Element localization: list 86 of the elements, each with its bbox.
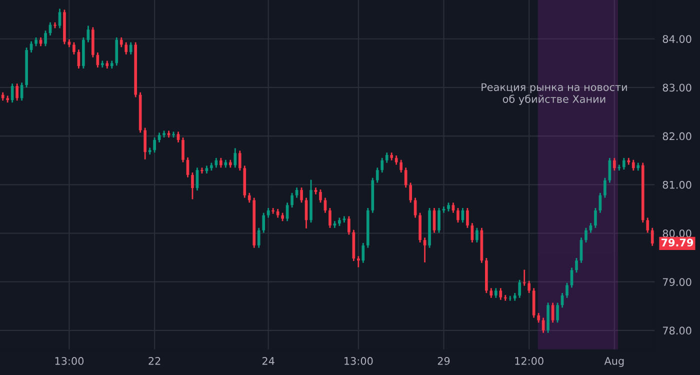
candlestick: [272, 207, 274, 215]
candlestick: [494, 287, 498, 299]
candlestick: [248, 192, 251, 204]
candlestick: [328, 207, 332, 229]
candlestick: [234, 148, 237, 168]
candlestick: [72, 42, 76, 56]
candlestick: [115, 36, 118, 66]
candlestick: [16, 82, 18, 102]
candlestick: [362, 242, 365, 264]
candlestick: [120, 36, 123, 48]
candlestick: [423, 236, 426, 264]
candlestick: [86, 25, 90, 43]
candlestick: [409, 182, 412, 204]
annotation: Реакция рынка на новости об убийстве Хании: [482, 83, 627, 105]
candlestick: [438, 207, 440, 234]
candlestick: [499, 287, 502, 301]
candlestick: [604, 177, 606, 198]
x-tick-label: Aug: [604, 357, 624, 367]
candlestick: [182, 136, 184, 163]
candlestick: [650, 227, 654, 247]
y-tick-label: 80.00: [662, 229, 692, 238]
candlestick: [44, 30, 47, 47]
candlestick: [556, 302, 559, 324]
candlestick: [566, 282, 568, 299]
x-tick-label: 12:00: [515, 357, 544, 365]
candlestick: [618, 164, 621, 172]
candlestick: [452, 202, 455, 214]
candlestick: [324, 197, 327, 214]
y-tick-label: 83.00: [662, 84, 692, 92]
candlestick: [490, 287, 493, 299]
candlestick: [385, 152, 388, 164]
candlestick: [594, 207, 597, 229]
x-tick-label: 13:00: [55, 357, 84, 365]
candlestick: [584, 227, 588, 244]
candlestick: [394, 154, 398, 166]
candlestick: [522, 269, 526, 286]
y-tick-label: 84.00: [662, 35, 692, 43]
candlestick: [613, 157, 616, 172]
candlestick: [220, 157, 222, 168]
y-tick-label: 81.00: [662, 180, 692, 189]
candlestick: [124, 42, 128, 56]
candlestick: [589, 222, 592, 234]
candlestick: [266, 207, 270, 218]
candlestick: [238, 150, 242, 172]
candlestick: [414, 197, 417, 218]
candlestick: [144, 127, 146, 160]
y-tick-label: 82.00: [662, 132, 692, 140]
candlestick: [262, 212, 266, 234]
text: 79.79: [661, 238, 694, 246]
candlestick: [348, 216, 350, 236]
candlestick: [456, 207, 460, 224]
candlestick: [622, 157, 626, 170]
x-tick-label: 24: [262, 357, 274, 365]
candlestick: [153, 136, 156, 154]
candlestick: [295, 186, 298, 198]
candlestick: [356, 255, 360, 268]
candlestick: [542, 317, 545, 334]
candlestick: [504, 294, 507, 302]
candlestick: [380, 157, 384, 174]
candlestick: [96, 52, 100, 68]
candlestick: [508, 295, 512, 302]
y-tick-label: 78.00: [663, 326, 692, 335]
candlestick: [518, 279, 522, 299]
candlestick: [537, 312, 540, 324]
candlestick: [528, 280, 531, 294]
candlestick: [129, 42, 132, 56]
candlestick: [466, 207, 469, 229]
candlestick: [575, 257, 578, 274]
x-tick-label: 29: [438, 357, 450, 365]
candlestick: [319, 188, 322, 204]
candlestick: [176, 130, 180, 144]
candlestick: [290, 192, 294, 208]
candlestick: [191, 172, 194, 200]
candlestick: [632, 159, 635, 172]
candlestick: [646, 217, 650, 234]
x-tick-label: 13:00: [344, 357, 373, 365]
candlestick: [400, 159, 403, 174]
candlestick: [476, 227, 478, 244]
candlestick: [158, 132, 161, 144]
candlestick: [300, 186, 303, 204]
y-tick-label: 79.00: [663, 278, 692, 286]
candlestick: [58, 8, 62, 29]
candlestick: [30, 40, 33, 54]
x-tick-label: 22: [148, 357, 160, 365]
candlestick: [257, 227, 260, 249]
candlestick: [376, 166, 379, 184]
